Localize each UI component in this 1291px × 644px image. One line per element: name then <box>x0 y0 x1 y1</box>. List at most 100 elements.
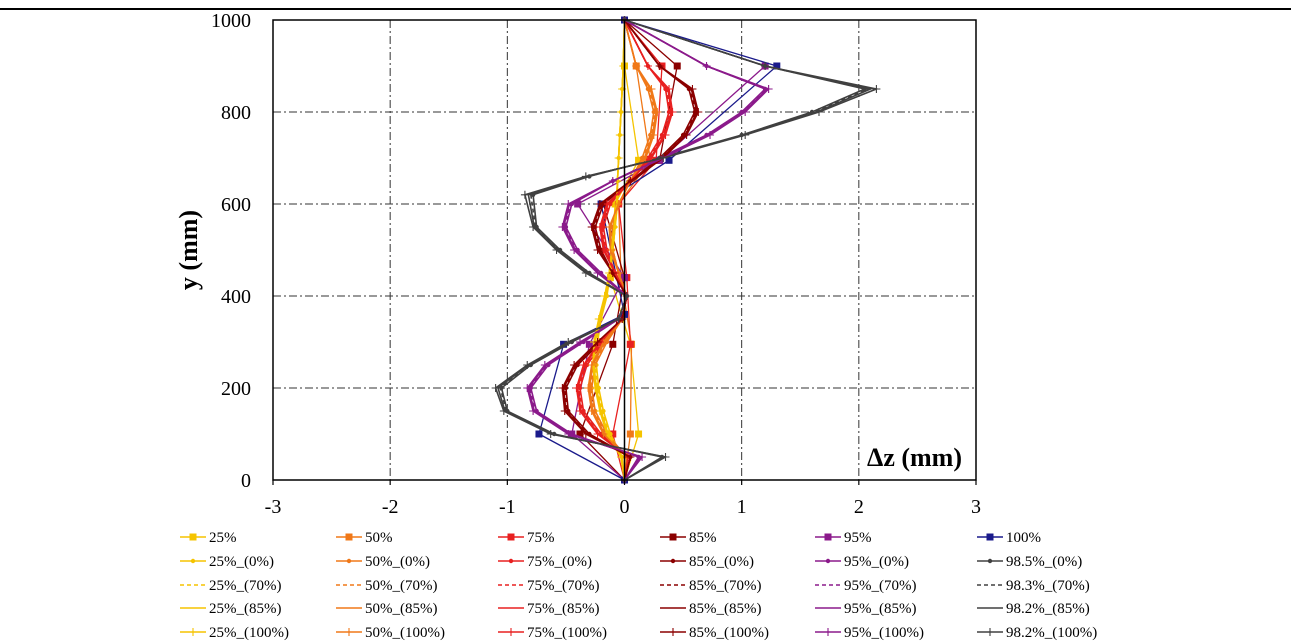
series-point <box>595 223 604 231</box>
legend-label: 85%_(85%) <box>689 601 761 617</box>
series-point <box>591 384 600 392</box>
y-tick-label: 200 <box>221 378 251 400</box>
series-point <box>608 269 617 277</box>
legend-label: 95%_(0%) <box>844 554 909 570</box>
series-point <box>608 177 617 185</box>
legend-label: 75%_(85%) <box>527 601 599 617</box>
series-point <box>616 108 625 116</box>
series-point <box>575 407 584 415</box>
series-point <box>585 340 593 348</box>
legend-item: 85%_(0%) <box>660 554 754 570</box>
series-point <box>520 190 529 199</box>
legend-label: 95%_(70%) <box>844 578 916 594</box>
series-point <box>741 108 750 116</box>
series-point <box>593 246 602 254</box>
series-point <box>702 62 711 70</box>
series-point <box>564 430 573 438</box>
legend-item: 98.2%_(100%) <box>977 625 1097 641</box>
series-point <box>987 558 993 564</box>
legend-label: 75% <box>527 530 555 546</box>
legend-item: 25%_(70%) <box>180 578 281 594</box>
series-point <box>595 200 604 208</box>
x-tick-label: -2 <box>382 496 399 518</box>
legend-item: 75%_(70%) <box>498 578 599 594</box>
series-point <box>619 62 628 70</box>
legend-item: 95%_(85%) <box>815 601 916 617</box>
legend-item: 50%_(0%) <box>336 554 430 570</box>
legend-label: 95%_(85%) <box>844 601 916 617</box>
series-point <box>535 430 543 438</box>
legend-item: 95%_(0%) <box>815 554 909 570</box>
series-point <box>706 131 715 139</box>
series-point <box>609 340 617 348</box>
legend-label: 50% <box>365 530 393 546</box>
legend-item: 85%_(100%) <box>660 625 769 641</box>
series-line <box>494 19 880 481</box>
legend-label: 98.2%_(100%) <box>1006 625 1097 641</box>
series-point <box>606 246 615 254</box>
series-point <box>632 62 641 70</box>
series-point <box>600 292 609 300</box>
series-point <box>507 628 515 636</box>
series-point <box>587 407 596 415</box>
axis-layer: -3 -2 -1 0 1 2 3 0 200 400 600 800 1000 y (mm) Δz (mm) <box>174 10 981 518</box>
series-point <box>523 361 532 369</box>
legend-label: 50%_(70%) <box>365 578 437 594</box>
legend-item: 98.5%_(0%) <box>977 554 1082 570</box>
legend-item: 25% <box>180 530 237 546</box>
series-point <box>688 85 697 93</box>
series-layer <box>491 16 881 484</box>
legend-item: 50%_(70%) <box>336 578 437 594</box>
series-point <box>824 628 832 636</box>
series-point <box>986 533 994 541</box>
series-point <box>609 430 617 438</box>
series-point <box>635 430 643 438</box>
legend-label: 95%_(100%) <box>844 625 924 641</box>
series-point <box>602 200 611 208</box>
legend-label: 98.5%_(0%) <box>1006 554 1082 570</box>
series-point <box>529 223 538 231</box>
series-point <box>575 338 584 346</box>
series-point <box>540 361 549 369</box>
series-point <box>581 430 590 438</box>
series-point <box>508 558 514 564</box>
series-point <box>190 558 196 564</box>
series-point <box>647 85 656 93</box>
legend-label: 75%_(70%) <box>527 578 599 594</box>
series-point <box>825 558 831 564</box>
series-group <box>577 19 672 481</box>
series-point <box>872 85 881 93</box>
legend-item: 75%_(0%) <box>498 554 592 570</box>
legend-label: 25% <box>209 530 237 546</box>
series-point <box>764 85 773 93</box>
series-point <box>661 131 670 139</box>
series-point <box>564 200 573 208</box>
y-tick-label: 800 <box>221 102 251 124</box>
y-tick-label: 0 <box>241 470 251 492</box>
legend-item: 95%_(100%) <box>815 625 924 641</box>
series-point <box>682 131 691 139</box>
series-point <box>986 628 994 636</box>
series-point <box>741 131 750 139</box>
series-point <box>773 62 781 70</box>
series-point <box>673 62 681 70</box>
legend-label: 50%_(100%) <box>365 625 445 641</box>
series-point <box>574 200 582 208</box>
x-tick-label: -1 <box>499 496 516 518</box>
series-point <box>595 407 604 415</box>
legend-layer: 25% 50% 75% 85% 95% 100% 25%_(0%) 50%_(0%) 75%_(… <box>180 530 1097 641</box>
series-point <box>626 340 634 348</box>
series-point <box>665 156 673 164</box>
legend-label: 98.3%_(70%) <box>1006 578 1090 594</box>
legend-item: 75%_(100%) <box>498 625 607 641</box>
y-tick-label: 1000 <box>211 10 251 32</box>
series-point <box>653 108 662 116</box>
series-point <box>670 558 676 564</box>
series-point <box>546 430 555 438</box>
legend-label: 85%_(0%) <box>689 554 754 570</box>
series-point <box>581 269 590 277</box>
series-point <box>346 558 352 564</box>
series-point <box>668 108 677 116</box>
series-point <box>570 361 579 369</box>
